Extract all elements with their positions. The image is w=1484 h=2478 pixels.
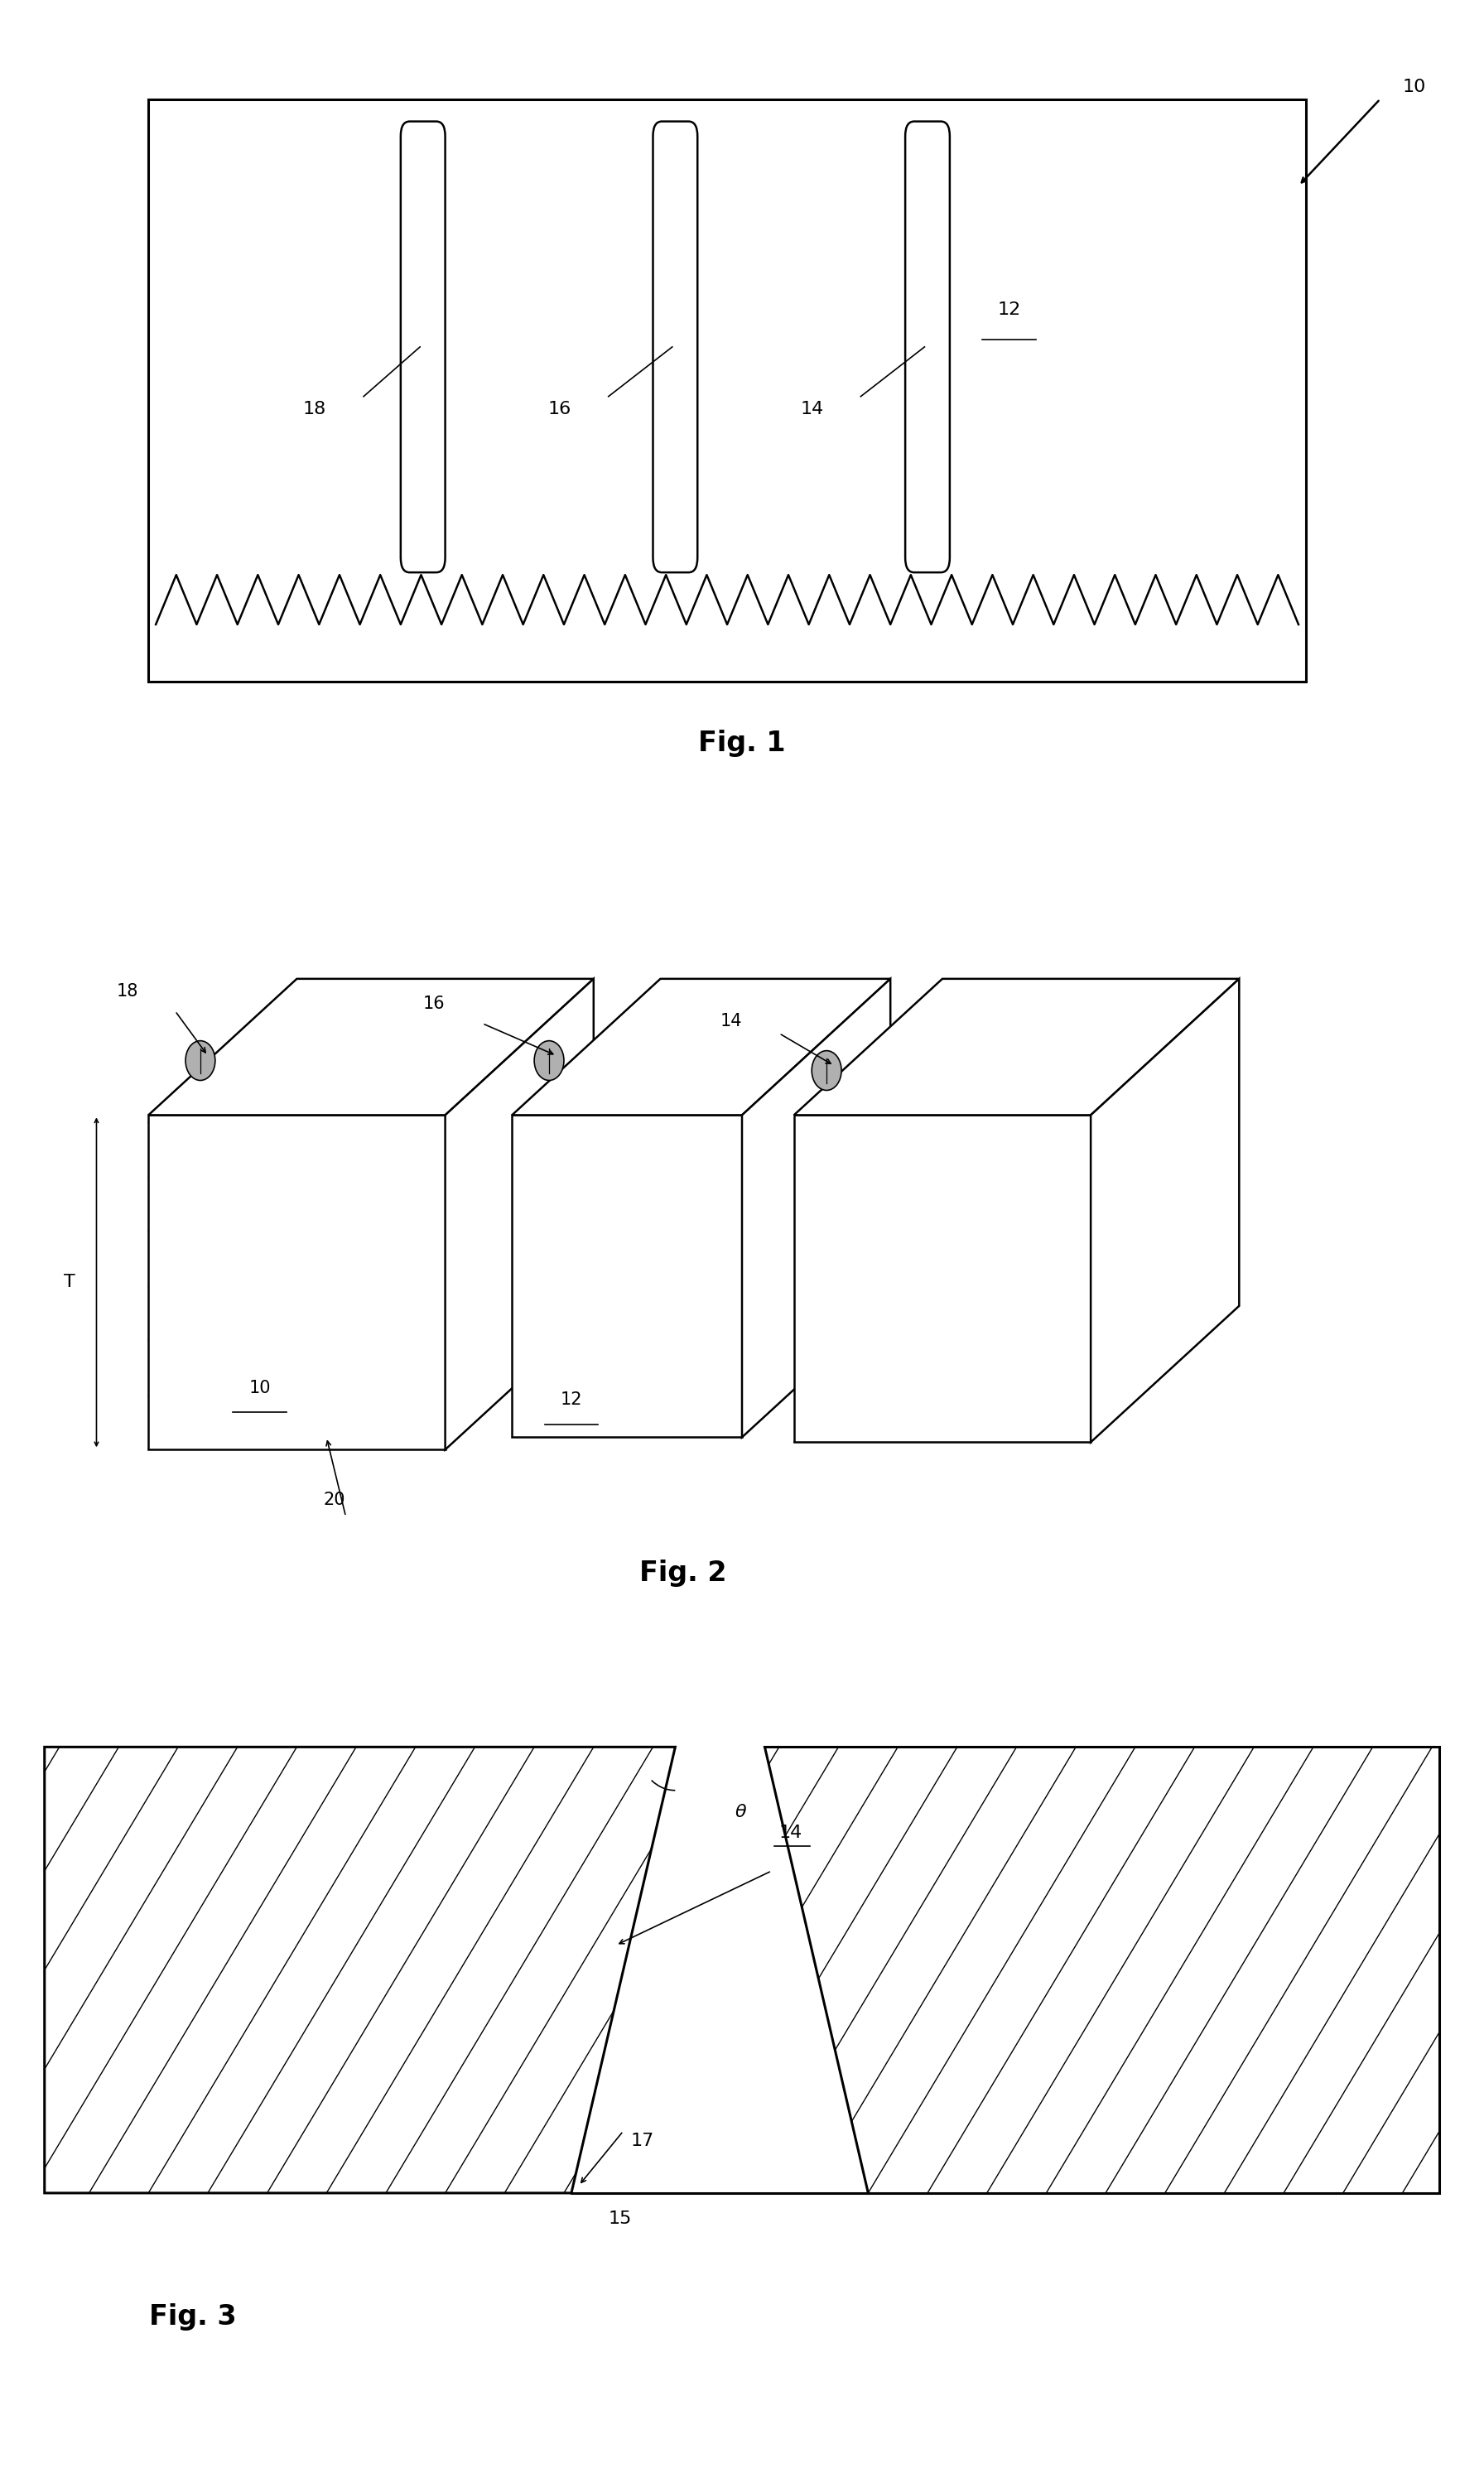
Text: 10: 10 xyxy=(249,1380,270,1395)
Text: $\theta$: $\theta$ xyxy=(735,1804,746,1821)
Polygon shape xyxy=(512,1115,742,1437)
Polygon shape xyxy=(794,979,1239,1115)
Text: 10: 10 xyxy=(1402,79,1426,94)
Text: T: T xyxy=(64,1274,76,1291)
Text: 20: 20 xyxy=(324,1492,346,1509)
Text: 17: 17 xyxy=(631,2134,654,2148)
Bar xyxy=(148,99,1306,681)
Polygon shape xyxy=(148,1115,445,1450)
Polygon shape xyxy=(742,979,890,1437)
Text: 18: 18 xyxy=(303,401,326,416)
Ellipse shape xyxy=(812,1051,841,1090)
FancyBboxPatch shape xyxy=(401,121,445,572)
Text: 16: 16 xyxy=(423,996,445,1011)
Text: Fig. 2: Fig. 2 xyxy=(640,1559,726,1588)
Text: 15: 15 xyxy=(608,2210,632,2228)
Ellipse shape xyxy=(186,1041,215,1080)
Polygon shape xyxy=(764,1747,1439,2193)
Text: Fig. 1: Fig. 1 xyxy=(699,729,785,758)
Polygon shape xyxy=(1091,979,1239,1442)
Text: 12: 12 xyxy=(561,1393,582,1408)
FancyBboxPatch shape xyxy=(653,121,697,572)
Polygon shape xyxy=(148,979,594,1115)
Polygon shape xyxy=(45,1747,675,2193)
FancyBboxPatch shape xyxy=(905,121,950,572)
Ellipse shape xyxy=(534,1041,564,1080)
Polygon shape xyxy=(445,979,594,1450)
Polygon shape xyxy=(794,1115,1091,1442)
Text: 14: 14 xyxy=(800,401,824,416)
Text: 18: 18 xyxy=(116,984,138,999)
Polygon shape xyxy=(512,979,890,1115)
Text: Fig. 3: Fig. 3 xyxy=(150,2302,236,2332)
Text: 16: 16 xyxy=(548,401,571,416)
Text: 14: 14 xyxy=(720,1014,742,1028)
Text: 12: 12 xyxy=(997,302,1021,317)
Text: 14: 14 xyxy=(779,1824,803,1841)
